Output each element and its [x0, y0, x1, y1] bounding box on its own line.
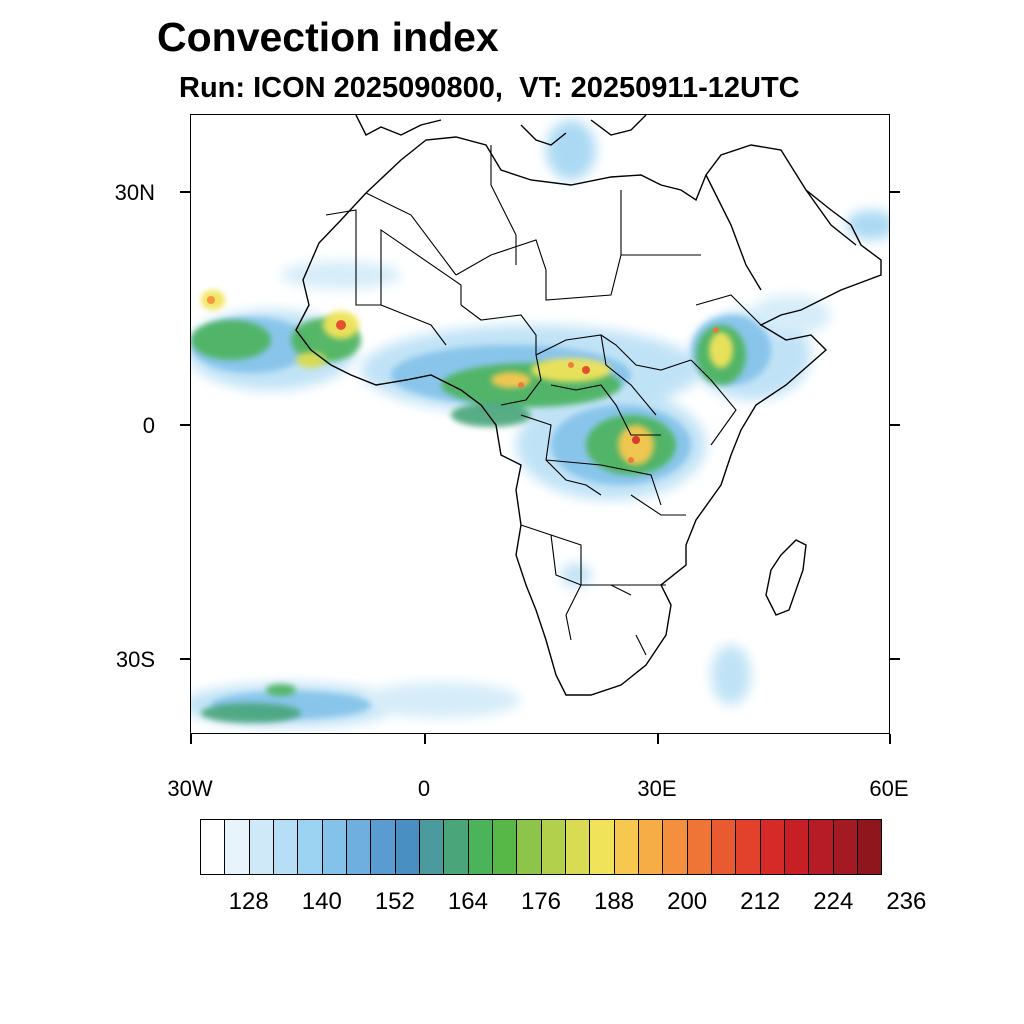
lon-label-0: 0 [417, 776, 431, 801]
colorbar-swatch [638, 820, 664, 874]
tick-0-bottom [424, 734, 426, 744]
colorbar-label: 128 [228, 888, 269, 915]
tick-30n-right [890, 191, 900, 193]
colorbar-swatch [249, 820, 274, 874]
map-canvas [191, 115, 889, 727]
colorbar-label: 224 [813, 888, 854, 915]
tick-30s-left [180, 658, 190, 660]
colorbar-swatch [833, 820, 858, 874]
colorbar-swatch [614, 820, 639, 874]
colorbar-swatch [273, 820, 299, 874]
lon-label-30e: 30E [637, 776, 677, 801]
lat-label-30n: 30N [114, 180, 155, 205]
coastlines [295, 115, 882, 696]
tick-30n-left [180, 191, 190, 193]
colorbar-swatch [468, 820, 493, 874]
colorbar-swatch [784, 820, 810, 874]
colorbar-swatch [541, 820, 566, 874]
tick-eq-left [180, 424, 190, 426]
lat-label-eq: 0 [142, 413, 155, 438]
colorbar-swatch [225, 820, 250, 874]
lon-label-30w: 30W [167, 776, 213, 801]
run-subtitle: Run: ICON 2025090800, VT: 20250911-12UTC [179, 72, 800, 104]
colorbar-label: 164 [447, 888, 488, 915]
colorbar-swatch [663, 820, 688, 874]
colorbar-swatch [371, 820, 396, 874]
colorbar-swatch [322, 820, 347, 874]
colorbar-swatch [395, 820, 420, 874]
colorbar-swatch [346, 820, 372, 874]
colorbar-swatch [565, 820, 591, 874]
colorbar-label: 200 [667, 888, 708, 915]
colorbar-swatch [298, 820, 323, 874]
colorbar-swatch [687, 820, 712, 874]
lon-label-60e: 60E [869, 776, 909, 801]
colorbar-label: 176 [520, 888, 562, 915]
map-panel [190, 114, 890, 734]
colorbar-label: 212 [740, 888, 781, 915]
tick-30e-bottom [657, 734, 659, 744]
tick-60e-bottom [889, 734, 891, 744]
colorbar-label: 152 [374, 888, 415, 915]
colorbar-swatch [590, 820, 615, 874]
colorbar-swatch [809, 820, 834, 874]
colorbar-label: 140 [301, 888, 342, 915]
lat-label-30s: 30S [115, 647, 155, 672]
colorbar-swatch [492, 820, 518, 874]
convection-field [191, 120, 889, 727]
tick-30w-bottom [190, 734, 192, 744]
colorbar-swatch [419, 820, 445, 874]
colorbar-swatch [760, 820, 785, 874]
colorbar-label: 236 [886, 888, 927, 915]
colorbar-swatch [444, 820, 469, 874]
tick-30s-right [890, 658, 900, 660]
colorbar-swatch [857, 820, 882, 874]
colorbar-label: 188 [594, 888, 635, 915]
colorbar-swatch [711, 820, 737, 874]
colorbar-swatch [201, 820, 226, 874]
colorbar-swatch [517, 820, 542, 874]
tick-eq-right [890, 424, 900, 426]
colorbar-swatch [736, 820, 761, 874]
colorbar [200, 819, 882, 875]
country-borders [325, 145, 762, 656]
chart-title: Convection index [157, 14, 499, 60]
